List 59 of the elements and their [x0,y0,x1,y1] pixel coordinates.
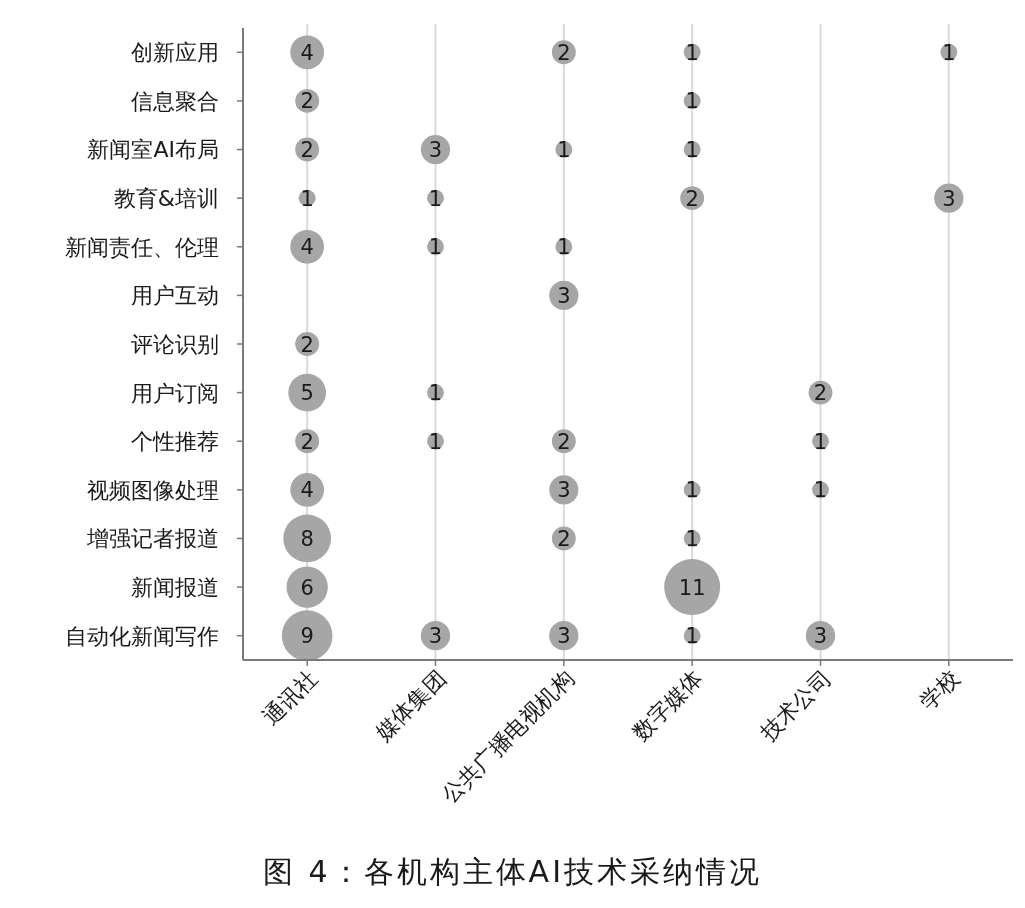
y-tick-label: 信息聚合 [131,88,219,114]
data-label: 2 [300,429,314,454]
data-label: 4 [300,235,314,260]
data-label: 1 [428,186,443,211]
data-label: 1 [685,527,699,552]
data-label: 1 [685,478,699,503]
y-tick-label: 教育&培训 [113,186,219,212]
data-label: 3 [428,624,443,649]
data-label: 8 [300,527,314,552]
data-label: 2 [685,186,699,211]
x-tick-label: 数字媒体 [627,665,708,746]
data-label: 3 [557,283,571,308]
data-label: 2 [300,89,314,114]
y-tick-label: 视频图像处理 [87,477,219,503]
data-label: 1 [428,381,443,406]
data-label: 3 [942,186,956,211]
data-label: 2 [557,40,571,65]
y-tick-label: 新闻室AI布局 [87,137,219,163]
data-label: 2 [557,527,571,552]
data-label: 1 [685,89,699,114]
data-label: 2 [300,138,314,163]
data-label: 1 [813,429,828,454]
y-tick-label: 用户互动 [131,283,219,309]
data-label: 1 [685,138,699,163]
x-tick-label: 技术公司 [755,665,836,747]
y-tick-label: 创新应用 [131,40,219,66]
data-label: 1 [557,138,571,163]
y-tick-label: 新闻责任、伦理 [65,234,219,260]
data-label: 3 [428,138,443,163]
data-label: 1 [942,40,956,65]
caption: 图 4：各机构主体AI技术采纳情况 [263,854,762,889]
data-label: 4 [300,478,314,503]
y-tick-label: 增强记者报道 [86,526,219,552]
data-label: 1 [300,186,314,211]
data-label: 1 [428,429,443,454]
y-tick-label: 评论识别 [131,331,219,357]
data-label: 3 [557,478,571,503]
data-label: 2 [557,429,571,454]
y-tick-label: 新闻报道 [131,575,219,600]
y-tick-label: 个性推荐 [131,429,219,455]
data-label: 1 [428,235,443,260]
data-label: 1 [557,235,571,260]
y-tick-label: 自动化新闻写作 [65,623,219,649]
x-tick-label: 媒体集团 [370,665,451,746]
data-label: 1 [813,478,828,503]
data-label: 6 [300,575,314,600]
data-label: 1 [685,624,699,649]
data-label: 2 [813,381,828,406]
data-label: 3 [557,624,571,649]
data-label: 11 [678,575,706,600]
data-label: 1 [685,40,699,65]
x-tick-label: 学校 [915,665,965,715]
y-tick-label: 用户订阅 [131,380,219,406]
data-label: 4 [300,40,314,65]
x-tick-label: 通讯社 [258,665,323,730]
data-label: 9 [300,624,314,649]
data-label: 5 [300,381,314,406]
data-label: 2 [300,332,314,357]
data-label: 3 [813,624,828,649]
